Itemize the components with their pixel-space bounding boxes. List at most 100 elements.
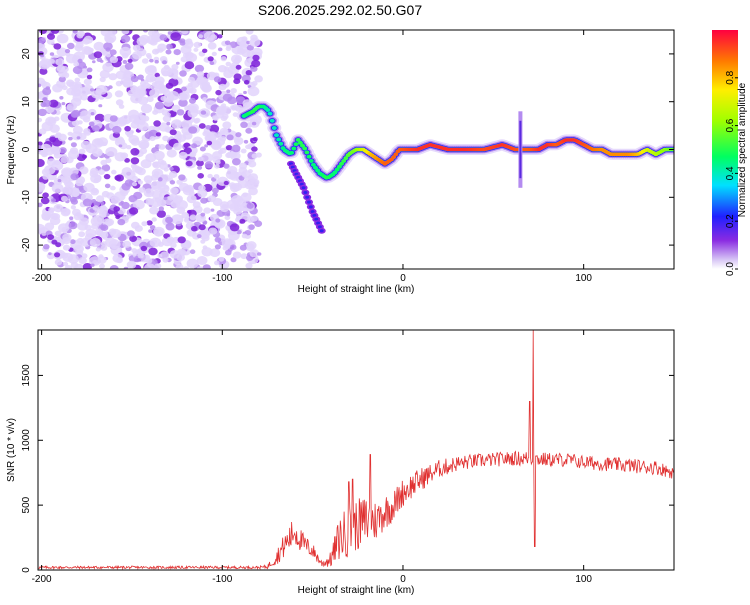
y-tick-label: 10 — [21, 96, 32, 108]
noise-speckle — [110, 230, 116, 235]
noise-speckle — [70, 205, 76, 210]
noise-speckle — [165, 82, 174, 89]
noise-speckle — [217, 47, 223, 52]
snr-frame — [37, 329, 675, 571]
noise-speckle — [245, 262, 253, 269]
ridge-cell — [274, 133, 279, 137]
noise-speckle — [170, 32, 182, 42]
x-tick-label: 100 — [575, 273, 592, 284]
ridge-cell — [337, 164, 342, 169]
noise-speckle — [231, 195, 243, 205]
noise-speckle — [90, 263, 95, 267]
noise-speckle — [240, 121, 248, 128]
noise-speckle — [225, 249, 232, 256]
noise-speckle — [68, 187, 80, 197]
ridge-cell — [293, 142, 299, 146]
noise-speckle — [213, 174, 220, 179]
noise-speckle — [160, 66, 173, 77]
noise-speckle — [154, 263, 162, 269]
noise-speckle — [174, 133, 182, 141]
noise-speckle — [197, 173, 204, 179]
noise-speckle — [140, 115, 147, 121]
noise-speckle — [210, 208, 215, 212]
noise-speckle — [215, 218, 221, 223]
ridge-cell — [315, 168, 321, 173]
noise-speckle — [187, 82, 193, 87]
x-tick-label: -200 — [32, 273, 52, 284]
noise-speckle — [103, 173, 111, 180]
ridge-cell — [391, 155, 396, 159]
noise-speckle — [60, 156, 69, 164]
noise-speckle — [240, 253, 248, 260]
noise-speckle — [152, 48, 160, 55]
noise-speckle — [115, 80, 123, 87]
noise-speckle — [193, 118, 200, 124]
noise-speckle — [58, 76, 66, 83]
noise-speckle — [229, 182, 236, 188]
ridge-cell — [278, 142, 284, 146]
noise-speckle — [100, 245, 108, 251]
noise-speckle — [40, 53, 45, 58]
noise-speckle — [181, 212, 190, 219]
noise-speckle — [223, 69, 234, 79]
noise-speckle — [173, 142, 182, 151]
noise-speckle — [64, 49, 71, 54]
noise-speckle — [132, 88, 145, 99]
noise-speckle — [149, 89, 160, 98]
noise-speckle — [65, 53, 78, 64]
noise-speckle — [122, 240, 131, 248]
noise-speckle — [187, 108, 198, 118]
noise-speckle — [216, 105, 227, 115]
noise-speckle — [69, 167, 79, 176]
noise-speckle — [241, 170, 251, 179]
noise-speckle — [162, 60, 167, 65]
noise-speckle — [124, 158, 130, 163]
noise-speckle — [231, 54, 242, 64]
noise-speckle — [152, 161, 159, 167]
noise-speckle — [99, 59, 104, 63]
noise-speckle — [132, 182, 138, 187]
noise-speckle — [192, 136, 204, 146]
noise-speckle — [86, 74, 93, 80]
y-tick-label: 1500 — [21, 364, 32, 387]
noise-speckle — [186, 194, 197, 204]
noise-speckle — [91, 187, 98, 194]
noise-speckle — [120, 114, 132, 125]
noise-speckle — [154, 76, 165, 85]
noise-speckle — [218, 83, 227, 91]
noise-speckle — [149, 206, 159, 215]
noise-speckle — [224, 243, 231, 250]
noise-speckle — [137, 121, 149, 131]
noise-speckle — [226, 134, 234, 141]
noise-speckle — [235, 64, 242, 70]
noise-speckle — [209, 248, 221, 258]
noise-speckle — [38, 117, 43, 123]
noise-speckle — [140, 103, 153, 114]
noise-speckle — [224, 215, 231, 221]
noise-speckle — [202, 130, 210, 137]
noise-speckle — [138, 187, 146, 193]
noise-speckle — [242, 99, 253, 108]
noise-speckle — [166, 43, 173, 50]
noise-speckle — [104, 183, 111, 189]
noise-speckle — [139, 34, 150, 44]
snr-series — [38, 330, 674, 570]
noise-speckle — [166, 236, 175, 244]
noise-speckle — [39, 68, 48, 75]
noise-speckle — [49, 124, 60, 133]
noise-speckle — [178, 151, 188, 159]
noise-speckle — [220, 205, 229, 213]
noise-speckle — [61, 195, 68, 202]
noise-speckle — [146, 258, 153, 264]
noise-speckle — [193, 41, 201, 49]
noise-speckle — [146, 54, 152, 60]
noise-speckle — [109, 49, 117, 56]
noise-speckle — [78, 166, 89, 175]
noise-speckle — [92, 214, 105, 225]
noise-speckle — [124, 62, 134, 70]
spectrogram-cells — [38, 30, 674, 269]
noise-speckle — [169, 166, 174, 171]
noise-speckle — [151, 217, 157, 222]
noise-speckle — [176, 109, 185, 116]
noise-speckle — [47, 33, 55, 40]
